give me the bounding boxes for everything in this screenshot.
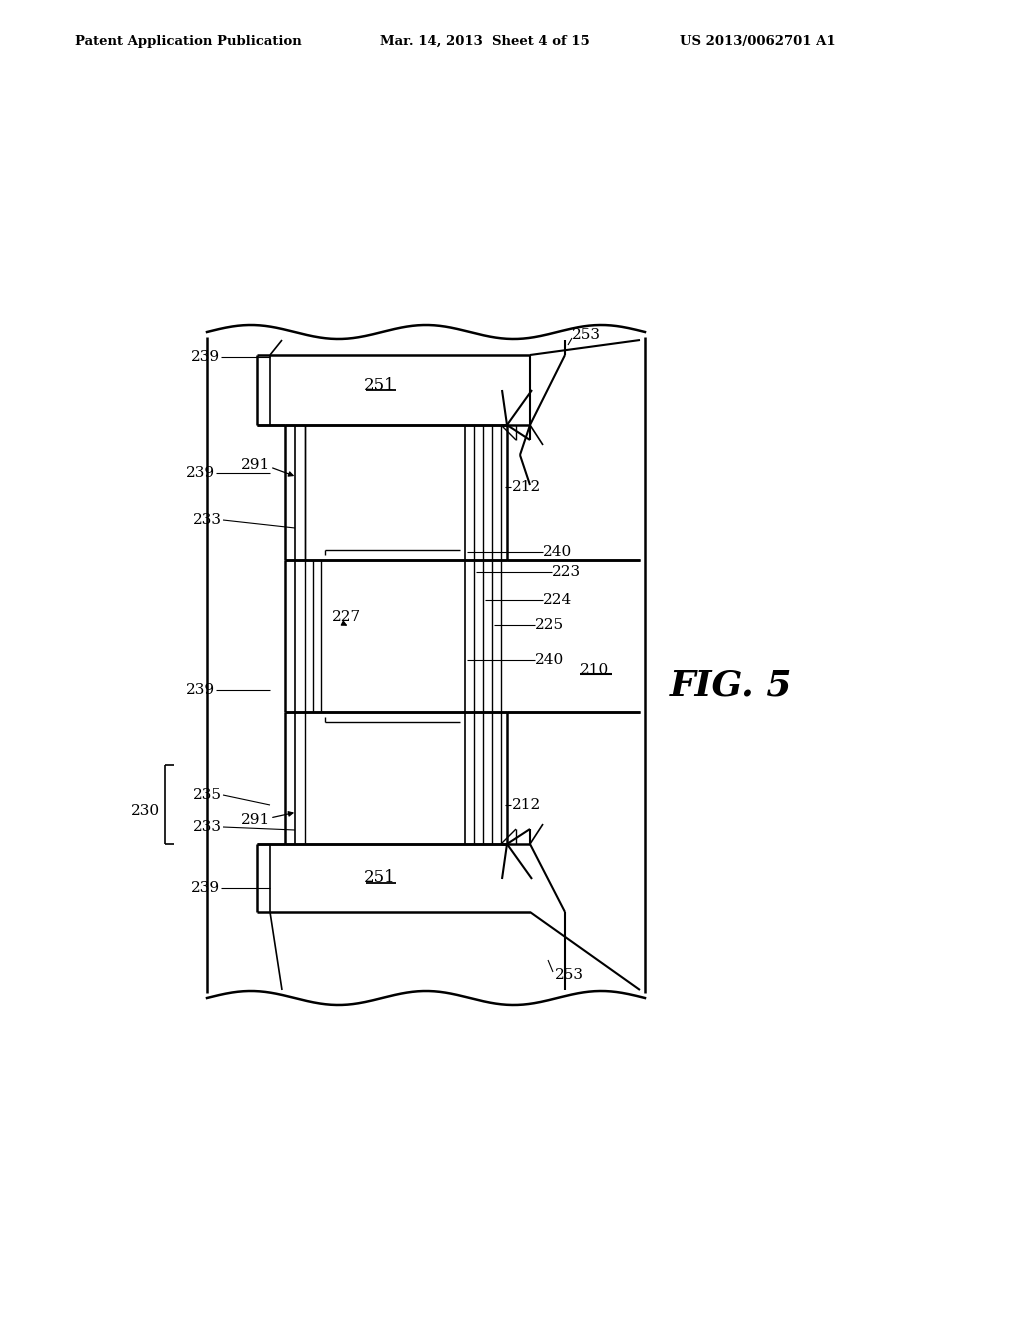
Text: 239: 239	[186, 682, 215, 697]
Text: 240: 240	[543, 545, 572, 558]
Text: 225: 225	[535, 618, 564, 632]
Text: 253: 253	[555, 968, 584, 982]
Text: FIG. 5: FIG. 5	[670, 668, 793, 702]
Text: 240: 240	[535, 653, 564, 667]
Text: 227: 227	[332, 610, 361, 624]
Text: 291: 291	[241, 458, 270, 473]
Text: 212: 212	[512, 480, 542, 494]
Text: 239: 239	[190, 350, 220, 364]
Text: Mar. 14, 2013  Sheet 4 of 15: Mar. 14, 2013 Sheet 4 of 15	[380, 36, 590, 48]
Text: Patent Application Publication: Patent Application Publication	[75, 36, 302, 48]
Text: 212: 212	[512, 799, 542, 812]
Text: 233: 233	[193, 513, 222, 527]
Text: 239: 239	[190, 880, 220, 895]
Text: US 2013/0062701 A1: US 2013/0062701 A1	[680, 36, 836, 48]
Text: 291: 291	[241, 813, 270, 828]
Text: 235: 235	[193, 788, 222, 803]
Text: 224: 224	[543, 593, 572, 607]
Text: 230: 230	[131, 804, 160, 818]
Text: 253: 253	[572, 327, 601, 342]
Text: 251: 251	[365, 870, 396, 887]
Text: 251: 251	[365, 376, 396, 393]
Text: 233: 233	[193, 820, 222, 834]
Text: 239: 239	[186, 466, 215, 480]
Text: 210: 210	[580, 663, 609, 677]
Text: 223: 223	[552, 565, 582, 579]
